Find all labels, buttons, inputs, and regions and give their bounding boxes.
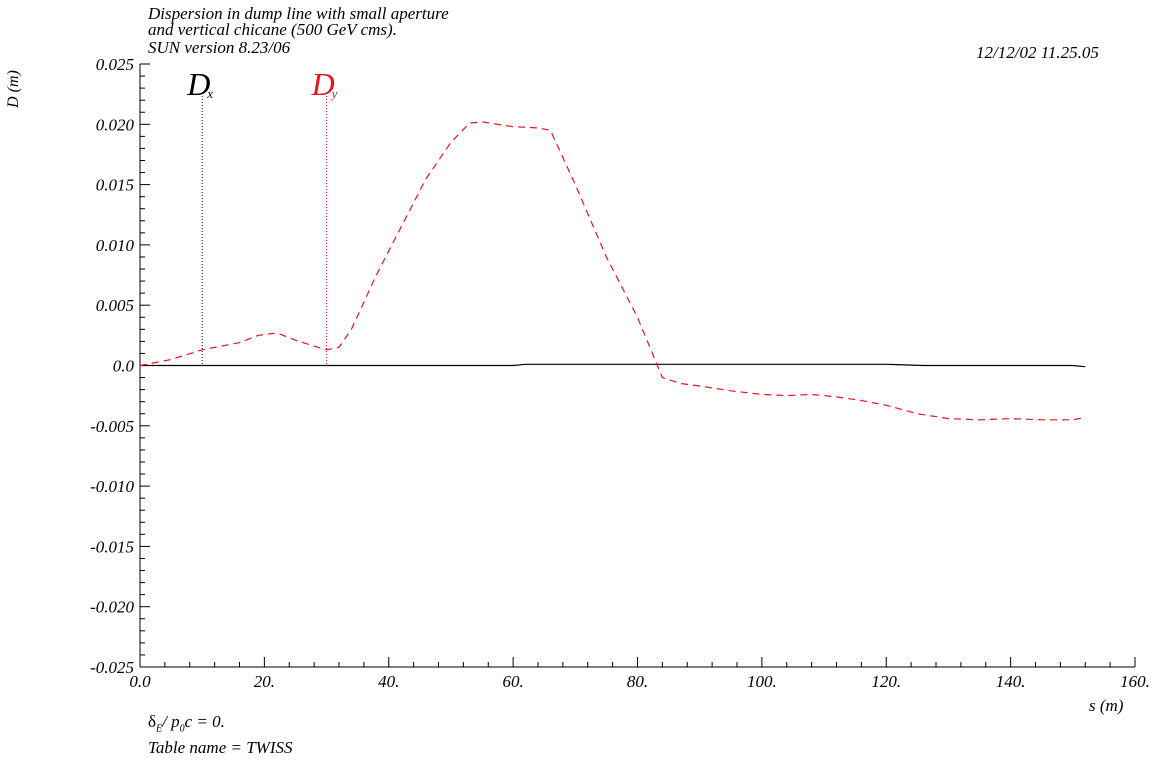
table-name-label: Table name = TWISS	[148, 738, 293, 757]
x-tick-label: 120.	[871, 672, 901, 691]
version-label: SUN version 8.23/06	[148, 38, 291, 57]
x-tick-label: 100.	[747, 672, 777, 691]
y-tick-label: 0.010	[96, 236, 135, 255]
x-tick-label: 60.	[503, 672, 524, 691]
delta-subscript-zero: 0	[179, 723, 185, 735]
series-markers: Dx Dy	[186, 66, 338, 366]
x-tick-label: 80.	[627, 672, 648, 691]
chart-title-line1: Dispersion in dump line with small apert…	[148, 4, 449, 23]
x-axis-label: s (m)	[1089, 696, 1124, 715]
x-tick-label: 160.	[1120, 672, 1150, 691]
y-tick-label: -0.025	[90, 658, 134, 677]
y-tick-label: 0.0	[113, 357, 135, 376]
x-tick-label: 140.	[996, 672, 1026, 691]
timestamp-label: 12/12/02 11.25.05	[976, 43, 1099, 62]
chart-title-line2: and vertical chicane (500 GeV cms).	[148, 20, 397, 39]
series-label-dx: Dx	[186, 66, 213, 102]
y-tick-label: 0.005	[96, 296, 134, 315]
y-tick-label: 0.020	[96, 115, 135, 134]
delta-mid: / p	[162, 712, 180, 731]
x-ticks: 0.0 20. 40. 60. 80. 100. 120. 140. 160.	[129, 657, 1150, 691]
series-label-dy: Dy	[311, 66, 338, 102]
y-tick-label: 0.015	[96, 176, 134, 195]
delta-readout: δE/ p0c = 0.	[148, 712, 225, 734]
y-tick-label: -0.005	[90, 417, 134, 436]
y-tick-label: -0.020	[90, 598, 134, 617]
x-tick-label: 40.	[378, 672, 399, 691]
y-ticks: 0.025 0.020 0.015 0.010 0.005 0.0 -0.005 -0.010…	[90, 55, 150, 677]
y-tick-label: 0.025	[96, 55, 134, 74]
x-tick-label: 20.	[254, 672, 275, 691]
delta-tail: c = 0.	[184, 712, 225, 731]
x-tick-label: 0.0	[129, 672, 151, 691]
delta-subscript: E	[156, 723, 163, 735]
delta-symbol: δ	[148, 712, 157, 731]
y-tick-label: -0.010	[90, 477, 134, 496]
series-line-dx	[140, 363, 1086, 368]
series-group	[139, 121, 1086, 421]
y-tick-label: -0.015	[90, 537, 134, 556]
series-line-dy	[139, 121, 1086, 421]
